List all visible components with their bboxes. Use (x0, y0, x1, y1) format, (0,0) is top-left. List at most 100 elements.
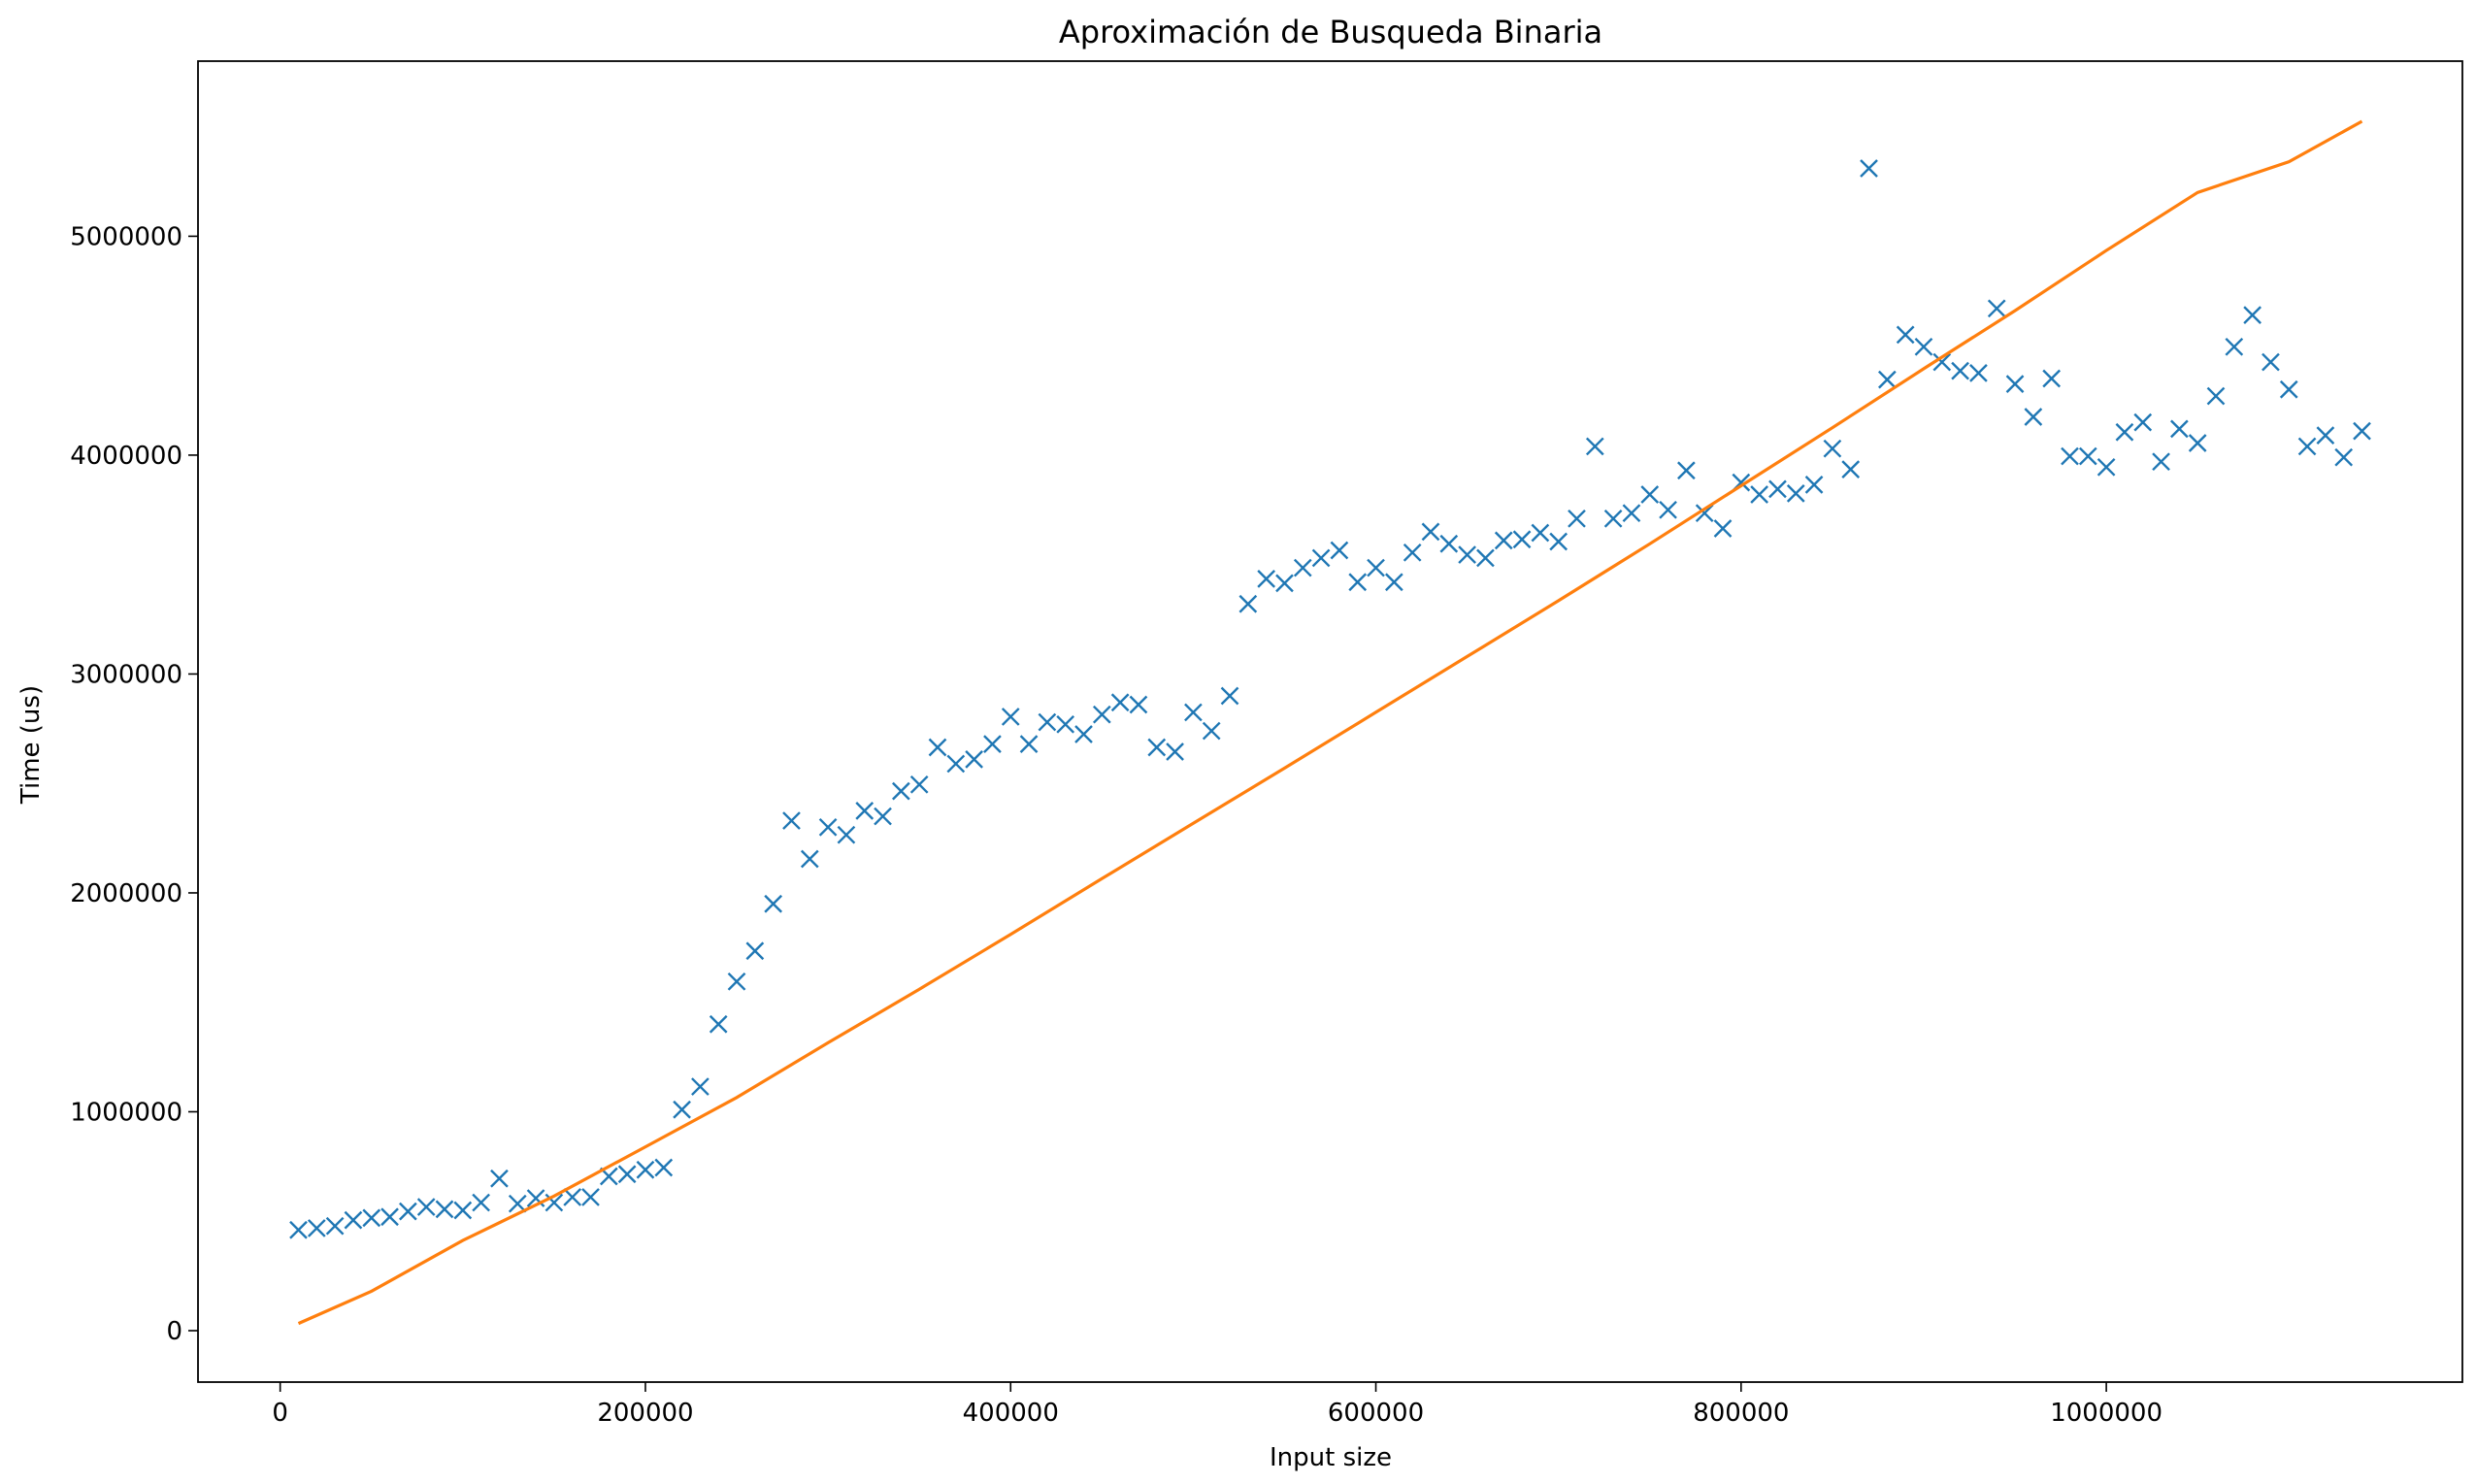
data-point (1476, 548, 1495, 568)
y-tick-label: 0 (166, 1317, 182, 1346)
data-point (490, 1169, 509, 1188)
data-point (1257, 570, 1275, 588)
data-point (2042, 369, 2062, 388)
y-axis-label: Time (us) (17, 685, 46, 805)
y-tick-label: 4000000 (70, 442, 182, 471)
data-point (855, 802, 875, 820)
data-point (2024, 408, 2043, 426)
data-point (1056, 714, 1075, 734)
x-tick-label: 1000000 (2050, 1399, 2162, 1428)
data-point (2005, 375, 2025, 393)
data-point (1129, 695, 1148, 714)
data-point (2096, 457, 2116, 477)
data-point (1713, 519, 1733, 538)
data-point (1640, 485, 1660, 504)
data-point (928, 738, 947, 757)
data-point (1750, 485, 1768, 504)
data-point (1695, 504, 1714, 523)
data-point (1804, 476, 1824, 494)
data-point (2334, 447, 2354, 467)
data-point (636, 1160, 655, 1179)
data-point (1311, 548, 1331, 568)
data-point (965, 750, 983, 769)
x-axis-label: Input size (1270, 1443, 1392, 1472)
data-point (1147, 738, 1167, 757)
x-tick-label: 400000 (963, 1399, 1059, 1428)
data-point (307, 1219, 326, 1237)
data-point (1914, 337, 1933, 356)
data-point (1841, 460, 1861, 478)
data-point (2170, 419, 2189, 439)
data-point (435, 1200, 454, 1219)
data-point (1202, 721, 1221, 741)
data-point (1220, 686, 1239, 706)
data-point (508, 1194, 527, 1213)
data-point (2061, 446, 2079, 466)
data-point (472, 1193, 490, 1212)
data-point (909, 775, 929, 794)
data-point (1896, 325, 1915, 345)
data-point (1786, 484, 1805, 503)
data-point (837, 825, 856, 844)
data-point (800, 849, 819, 869)
data-point (563, 1188, 582, 1206)
data-point (818, 817, 838, 837)
data-point (2188, 434, 2207, 452)
data-point (1458, 545, 1476, 564)
x-tick-label: 800000 (1693, 1399, 1789, 1428)
data-point (892, 781, 910, 801)
data-point (1823, 439, 1842, 458)
data-point (1622, 504, 1641, 523)
plot-frame (197, 60, 2463, 1383)
data-point (380, 1207, 399, 1227)
data-point (1531, 523, 1550, 543)
data-point (1385, 573, 1403, 592)
data-point (1367, 558, 1385, 577)
data-point (1092, 705, 1111, 724)
data-point (1293, 558, 1312, 577)
data-point (2316, 426, 2335, 445)
data-point (691, 1077, 710, 1096)
data-point (344, 1210, 363, 1230)
data-point (2133, 412, 2153, 432)
data-point (1074, 725, 1093, 743)
data-point (2243, 306, 2261, 324)
data-point (1860, 159, 1878, 178)
data-point (1330, 541, 1349, 560)
data-point (289, 1220, 308, 1239)
data-point (1439, 534, 1459, 553)
data-point (2353, 421, 2371, 441)
data-point (581, 1188, 600, 1206)
data-point (2206, 386, 2226, 406)
data-point (362, 1208, 381, 1228)
data-point (1603, 509, 1623, 528)
data-point (1659, 500, 1677, 519)
data-point (1768, 479, 1787, 499)
x-tick-label: 200000 (597, 1399, 693, 1428)
data-point (1348, 573, 1368, 592)
data-point (416, 1198, 436, 1216)
data-point (1001, 708, 1020, 726)
data-point (1166, 742, 1184, 761)
data-point (1677, 461, 1696, 480)
fit-line (297, 119, 2363, 1326)
data-point (1238, 594, 1258, 613)
data-point (1987, 299, 2006, 318)
data-point (2279, 379, 2298, 399)
data-point (782, 811, 801, 830)
plot-area: 0 200000 400000 600000 800000 1000000 0 1000000… (70, 60, 2463, 1428)
data-point (654, 1158, 674, 1177)
data-point (2225, 337, 2244, 356)
data-point (2297, 437, 2317, 456)
data-point (1877, 370, 1897, 389)
data-point (1184, 703, 1203, 722)
y-tick-label: 3000000 (70, 660, 182, 689)
data-point (1110, 693, 1130, 712)
data-point (709, 1014, 728, 1034)
data-point (1038, 712, 1057, 732)
data-point (1019, 735, 1039, 753)
data-point (1275, 574, 1294, 593)
data-point (399, 1202, 417, 1221)
data-point (727, 972, 746, 991)
data-point (946, 754, 966, 774)
